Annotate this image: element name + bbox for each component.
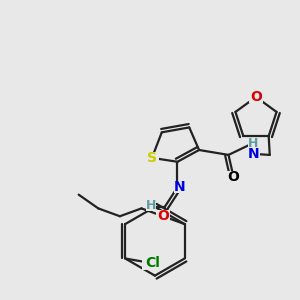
Text: S: S <box>147 151 157 165</box>
FancyBboxPatch shape <box>249 91 263 103</box>
Text: N: N <box>174 180 185 194</box>
FancyBboxPatch shape <box>146 201 156 211</box>
FancyBboxPatch shape <box>248 148 260 160</box>
FancyBboxPatch shape <box>142 257 164 270</box>
FancyBboxPatch shape <box>156 210 170 222</box>
Text: H: H <box>248 136 258 150</box>
Text: O: O <box>157 209 169 223</box>
Text: N: N <box>248 147 260 161</box>
FancyBboxPatch shape <box>174 182 185 193</box>
Text: H: H <box>146 200 156 212</box>
FancyBboxPatch shape <box>248 138 258 148</box>
FancyBboxPatch shape <box>145 152 159 164</box>
Text: O: O <box>227 169 239 184</box>
FancyBboxPatch shape <box>226 171 240 182</box>
Text: O: O <box>250 90 262 104</box>
Text: Cl: Cl <box>145 256 160 270</box>
